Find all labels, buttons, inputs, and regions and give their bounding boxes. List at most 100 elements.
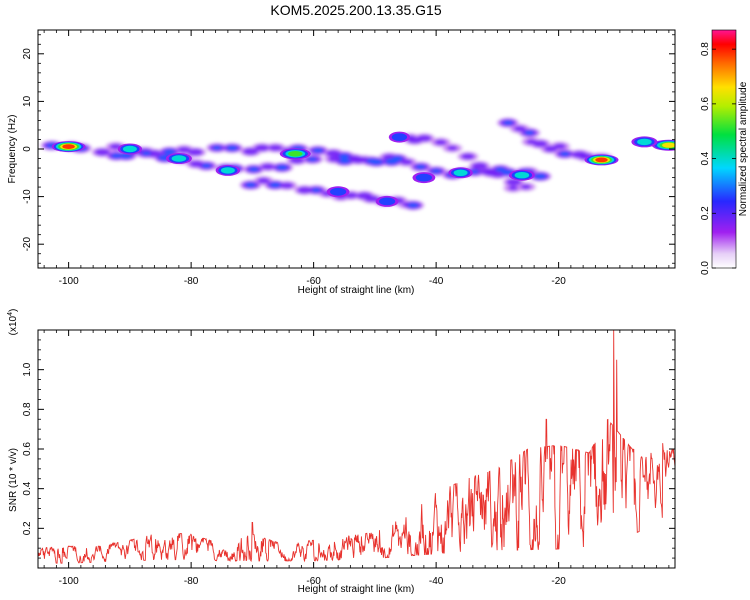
heat-cell (447, 145, 458, 151)
heat-cell (514, 125, 526, 132)
heat-cell (311, 187, 321, 193)
x-tick-label: -80 (184, 576, 199, 587)
heat-peak (453, 169, 468, 176)
heat-cell (461, 153, 475, 160)
snr-x-label: Height of straight line (km) (298, 584, 415, 595)
heat-cell (164, 149, 176, 155)
heat-peak (415, 173, 432, 182)
heat-cell (212, 145, 222, 150)
heat-cell (177, 146, 191, 153)
heat-cell (280, 182, 294, 189)
heat-cell (524, 130, 534, 136)
heat-cell (364, 195, 379, 202)
y-tick-label: 0.2 (22, 521, 33, 535)
heat-cell (491, 170, 505, 178)
heat-cell (312, 148, 323, 153)
spectrogram-image (39, 117, 675, 211)
heat-cell (188, 148, 203, 156)
heat-cell (226, 145, 238, 151)
colorbar-tick-label: 0.2 (700, 206, 711, 220)
heat-cell (201, 163, 212, 169)
x-tick-label: -60 (306, 276, 321, 287)
y-tick-label: 0.4 (22, 481, 33, 495)
heat-cell (297, 186, 312, 194)
heat-cell (339, 158, 351, 164)
y-tick-label: 0 (22, 146, 33, 152)
spectrogram-x-label: Height of straight line (km) (298, 285, 415, 296)
heat-blobs (39, 117, 615, 211)
heat-cell (407, 202, 419, 208)
y-tick-label: 0.6 (22, 442, 33, 456)
heat-peak (220, 167, 235, 174)
colorbar-tick-label: 0.6 (700, 96, 711, 110)
heat-cell (276, 164, 288, 171)
heat-cell (261, 163, 275, 170)
x-tick-label: -60 (306, 576, 321, 587)
heat-cell (431, 168, 442, 174)
x-tick-label: -20 (551, 276, 566, 287)
x-tick-label: -20 (551, 576, 566, 587)
heat-cell (506, 178, 521, 186)
heat-cell (534, 173, 547, 180)
heat-cell (338, 153, 350, 159)
heat-peak (62, 144, 75, 150)
y-tick-label: 20 (22, 48, 33, 60)
snr-frame (37, 329, 676, 569)
heat-cell (472, 162, 487, 170)
x-tick-label: -100 (59, 276, 79, 287)
heat-cell (417, 135, 432, 142)
spectrogram-y-label: Frequency (Hz) (7, 115, 18, 184)
y-tick-label: 0.8 (22, 402, 33, 416)
colorbar-frame (711, 29, 737, 269)
heat-cell (521, 184, 531, 190)
y-tick-label: 1.0 (22, 362, 33, 376)
colorbar-tick-label: 0.8 (700, 42, 711, 56)
heat-cell (248, 166, 259, 172)
heat-cell (508, 185, 518, 191)
y-tick-label: -20 (22, 237, 33, 252)
heat-cell (415, 164, 426, 170)
x-tick-label: -80 (184, 276, 199, 287)
heat-peak (379, 197, 396, 206)
heat-peak (637, 138, 652, 146)
heat-peak (662, 142, 675, 148)
heat-cell (495, 167, 506, 172)
snr-series-line (38, 330, 675, 564)
heat-cell (269, 182, 281, 188)
heat-cell (308, 157, 317, 162)
y-tick-label: -10 (22, 189, 33, 204)
heat-cell (269, 144, 282, 151)
heat-cell (257, 177, 270, 184)
heat-cell (366, 158, 377, 164)
snr-ticks: -100 -80 -60 -40 -20 0.2 0.4 0.6 0.8 1.0 (22, 330, 675, 587)
snr-y-label: SNR (10 * v/v) (8, 448, 19, 512)
heat-peak (171, 155, 187, 162)
colorbar-ticks: 0.0 0.2 0.4 0.6 0.8 (700, 42, 736, 275)
heat-cell (255, 144, 269, 152)
snr-panel: -100 -80 -60 -40 -20 0.2 0.4 0.6 0.8 1.0 Height o… (7, 309, 676, 595)
heat-peak (391, 133, 407, 142)
heat-cell (560, 151, 570, 157)
heat-peak (288, 151, 303, 157)
colorbar: 0.0 0.2 0.4 0.6 0.8 Normalized spectral ampl… (700, 29, 749, 275)
heat-cell (434, 139, 447, 146)
heat-cell (503, 120, 513, 126)
colorbar-label: Normalized spectral amplitude (738, 81, 749, 216)
heat-cell (111, 153, 122, 159)
heat-cell (554, 143, 566, 150)
heat-peak (330, 187, 347, 196)
heat-cell (94, 148, 110, 156)
colorbar-gradient (712, 30, 736, 268)
y-tick-label: 10 (22, 95, 33, 107)
x-tick-label: -40 (429, 276, 444, 287)
colorbar-tick-label: 0.4 (700, 151, 711, 165)
x-tick-label: -100 (59, 576, 79, 587)
x-tick-label: -40 (429, 576, 444, 587)
snr-scale-label: (x104) (7, 309, 19, 336)
heat-peak (514, 172, 530, 179)
heat-cell (544, 145, 558, 152)
heat-cell (141, 151, 151, 156)
